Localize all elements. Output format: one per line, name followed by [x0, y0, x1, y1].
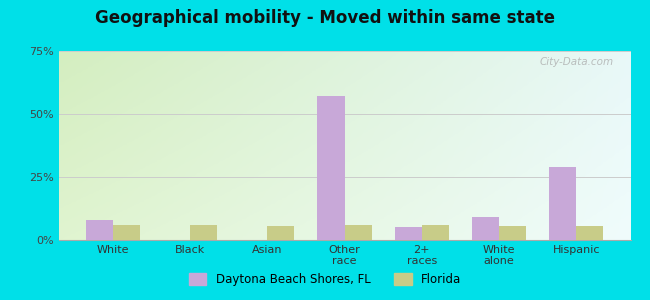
- Bar: [472, 217, 499, 240]
- Bar: [395, 227, 422, 240]
- Bar: [112, 225, 140, 240]
- Bar: [422, 225, 449, 240]
- Legend: Daytona Beach Shores, FL, Florida: Daytona Beach Shores, FL, Florida: [184, 268, 466, 291]
- Bar: [499, 226, 526, 240]
- Text: Geographical mobility - Moved within same state: Geographical mobility - Moved within sam…: [95, 9, 555, 27]
- Bar: [549, 167, 577, 240]
- Bar: [577, 226, 603, 240]
- Bar: [267, 226, 294, 240]
- Bar: [317, 96, 344, 240]
- Bar: [344, 225, 372, 240]
- Bar: [190, 225, 217, 240]
- Text: City-Data.com: City-Data.com: [540, 57, 614, 67]
- Bar: [86, 220, 112, 240]
